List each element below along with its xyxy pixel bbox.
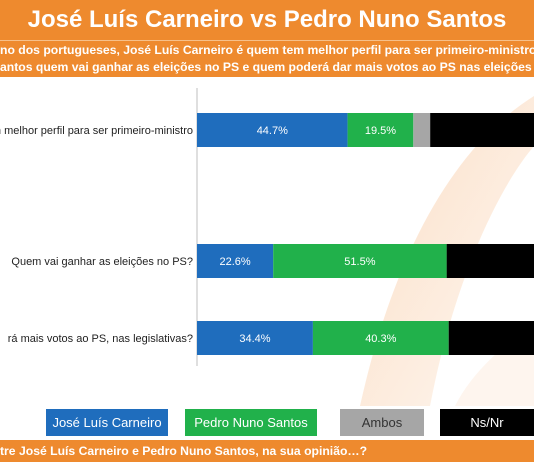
legend-ambos: Ambos [340, 409, 424, 436]
subtitle-line-1: no dos portugueses, José Luís Carneiro é… [0, 43, 534, 57]
legend-nsnr: Ns/Nr [440, 409, 534, 436]
bar-segment [197, 244, 274, 278]
bar-segment [413, 113, 431, 147]
data-label: 34.4% [239, 333, 270, 345]
page-title: José Luís Carneiro vs Pedro Nuno Santos [0, 0, 534, 40]
data-label: 44.7% [257, 125, 288, 137]
category-label: rá mais votos ao PS, nas legislativas? [8, 333, 193, 345]
bar-segment [430, 113, 534, 147]
bar-segment [347, 113, 414, 147]
subtitle: no dos portugueses, José Luís Carneiro é… [0, 40, 534, 77]
category-label: m melhor perfil para ser primeiro-minist… [0, 125, 193, 137]
data-label: 51.5% [344, 256, 375, 268]
legend-carneiro: José Luís Carneiro [46, 409, 168, 436]
bar-segment [446, 244, 534, 278]
bar-segment [197, 113, 348, 147]
bar-segment [273, 244, 447, 278]
bar-segment [448, 321, 534, 355]
bar-segment [312, 321, 449, 355]
data-label: 22.6% [219, 256, 250, 268]
data-label: 19.5% [365, 125, 396, 137]
bar-segment [197, 321, 313, 355]
legend-santos: Pedro Nuno Santos [185, 409, 317, 436]
data-label: 40.3% [365, 333, 396, 345]
footer-question: tre José Luís Carneiro e Pedro Nuno Sant… [0, 440, 534, 462]
subtitle-line-2: antos quem vai ganhar as eleições no PS … [0, 60, 534, 74]
category-label: Quem vai ganhar as eleições no PS? [11, 256, 193, 268]
stacked-bar-chart: m melhor perfil para ser primeiro-minist… [0, 88, 534, 406]
